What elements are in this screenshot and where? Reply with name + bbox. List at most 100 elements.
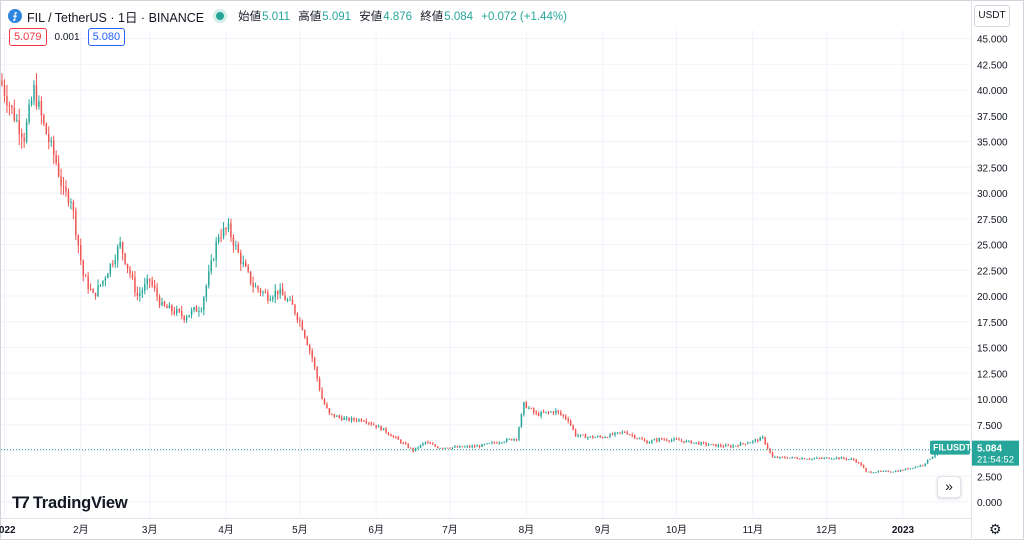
candle-body <box>545 411 547 413</box>
candle-body <box>855 459 857 463</box>
candle-body <box>1 80 3 86</box>
candle-body <box>483 444 486 445</box>
candle-body <box>668 440 670 442</box>
candle-body <box>921 465 924 467</box>
candle-body <box>880 471 882 472</box>
candle-body <box>65 186 67 192</box>
candle-body <box>146 278 148 284</box>
candle-body <box>912 468 914 469</box>
candle-body <box>766 443 769 449</box>
candle-body <box>784 457 786 458</box>
candle-body <box>550 411 552 413</box>
candle-body <box>540 411 542 416</box>
candle-body <box>225 228 227 230</box>
candle-body <box>424 442 427 444</box>
candle-body <box>232 237 235 246</box>
scroll-to-realtime-button[interactable]: » <box>937 476 961 498</box>
symbol-title[interactable]: FIL / TetherUS · 1日 · BINANCE <box>27 10 205 25</box>
candle-body <box>131 274 134 278</box>
candle-body <box>525 402 528 409</box>
candle-body <box>806 459 808 460</box>
price-tick-label: 0.000 <box>977 498 1002 509</box>
settings-gear-icon[interactable]: ⚙ <box>989 521 1002 537</box>
candle-body <box>355 419 358 421</box>
candle-body <box>212 259 215 261</box>
candle-body <box>643 439 646 441</box>
candle-body <box>20 133 23 138</box>
candle-body <box>80 245 82 261</box>
candle-body <box>749 442 752 444</box>
candle-body <box>353 418 355 420</box>
candle-body <box>816 457 818 459</box>
buy-price-button[interactable]: 5.080 <box>87 28 126 46</box>
candle-body <box>348 417 350 421</box>
sell-price-button[interactable]: 5.079 <box>9 28 47 46</box>
candle-body <box>48 134 50 142</box>
candle-body <box>471 446 473 448</box>
candle-body <box>569 421 572 426</box>
candle-body <box>813 458 816 460</box>
candle-body <box>720 444 722 447</box>
candle-body <box>577 435 579 437</box>
candle-body <box>360 419 363 422</box>
candle-body <box>358 419 360 421</box>
candle-body <box>112 263 114 265</box>
candle-body <box>136 292 139 297</box>
candle-body <box>129 268 131 275</box>
candle-body <box>412 448 414 452</box>
candle-body <box>82 260 84 276</box>
candle-body <box>3 85 6 97</box>
candle-body <box>877 471 880 473</box>
candle-body <box>208 271 210 286</box>
candle-body <box>597 436 599 438</box>
candle-body <box>370 423 372 425</box>
candle-body <box>476 445 478 447</box>
candle-body <box>803 458 806 460</box>
candle-body <box>102 280 104 285</box>
candle-body <box>230 223 232 238</box>
candle-body <box>739 443 742 446</box>
candle-body <box>885 470 887 472</box>
candle-body <box>515 438 518 440</box>
candle-body <box>40 101 43 116</box>
candle-body <box>894 471 897 472</box>
candle-body <box>542 411 545 413</box>
time-tick-label: 11月 <box>743 524 763 536</box>
candle-body <box>195 307 198 312</box>
candle-body <box>835 457 838 459</box>
candle-body <box>902 470 904 471</box>
symbol-badge <box>930 440 970 455</box>
candle-body <box>611 434 614 435</box>
candle-body <box>417 447 419 449</box>
tradingview-logo[interactable]: T7 TradingView <box>12 493 128 513</box>
candle-body <box>311 350 313 359</box>
candle-body <box>107 274 109 279</box>
candle-body <box>818 457 821 459</box>
price-tick-label: 22.500 <box>977 266 1008 277</box>
candle-body <box>838 457 840 459</box>
candle-body <box>387 432 390 435</box>
candle-body <box>587 437 589 439</box>
candle-body <box>759 437 761 441</box>
candle-body <box>18 119 20 134</box>
candle-body <box>843 457 845 459</box>
candle-body <box>279 288 281 295</box>
candle-body <box>823 457 825 459</box>
candle-body <box>121 241 124 254</box>
candle-body <box>237 244 240 253</box>
candle-body <box>897 471 899 472</box>
candle-body <box>845 458 848 460</box>
candle-body <box>781 456 784 458</box>
candle-body <box>535 412 537 414</box>
time-tick-label: 2023 <box>892 525 915 536</box>
candle-body <box>892 471 894 473</box>
candle-body <box>193 307 195 311</box>
candle-body <box>670 439 673 442</box>
candle-body <box>478 445 481 447</box>
candle-body <box>6 96 8 106</box>
candle-body <box>707 444 710 446</box>
candle-body <box>240 252 242 264</box>
candle-body <box>340 417 343 420</box>
currency-button[interactable]: USDT <box>974 5 1010 27</box>
